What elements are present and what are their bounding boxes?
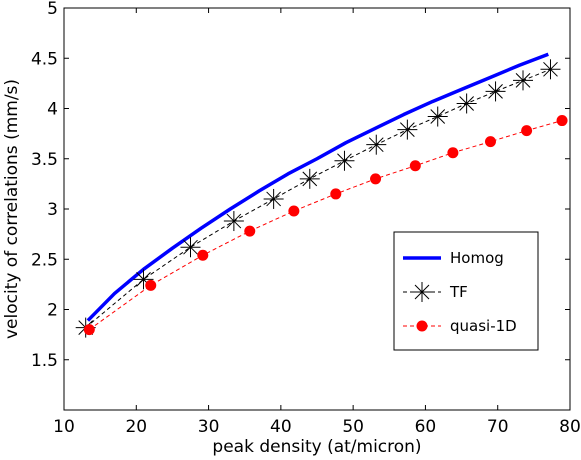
series-homog-line <box>86 52 549 322</box>
series-tf-point <box>223 211 244 232</box>
series-quasi1d-point <box>484 136 496 148</box>
x-tick-label: 80 <box>559 417 581 437</box>
series-tf-point <box>427 106 448 127</box>
series-layer <box>75 52 568 338</box>
series-tf-point <box>456 93 477 114</box>
x-tick-label: 30 <box>198 417 220 437</box>
series-tf-point <box>513 70 534 91</box>
legend-tf-label: TF <box>449 283 468 301</box>
legend: Homog TF quasi-1D <box>393 231 539 351</box>
x-tick-label: 40 <box>270 417 292 437</box>
legend-quasi1d-circle-icon <box>416 320 428 332</box>
legend-homog-label: Homog <box>450 249 504 267</box>
y-tick-label: 2 <box>47 301 58 321</box>
x-axis-label: peak density (at/micron) <box>212 437 421 457</box>
series-tf-point <box>366 134 387 155</box>
series-quasi1d-point <box>83 324 95 336</box>
y-tick-label: 3 <box>47 200 58 220</box>
series-quasi1d-point <box>556 115 568 127</box>
series-quasi1d-line <box>89 120 563 331</box>
x-tick-label: 70 <box>487 417 509 437</box>
y-tick-label: 2.5 <box>31 250 58 270</box>
series-tf-point <box>485 81 506 102</box>
series-quasi1d-point <box>244 225 256 237</box>
series-tf-point <box>180 237 201 258</box>
x-tick-label: 10 <box>53 417 75 437</box>
series-tf-point <box>263 188 284 209</box>
y-tick-label: 5 <box>47 0 58 19</box>
y-tick-label: 1.5 <box>31 351 58 371</box>
series-quasi1d-point <box>370 173 382 185</box>
series-tf-point <box>334 150 355 171</box>
legend-box <box>393 231 539 351</box>
y-axis-label: velocity of correlations (mm/s) <box>2 79 22 339</box>
series-tf-point <box>299 168 320 189</box>
axes: 10 20 30 40 50 60 70 80 1.5 2 2.5 3 3.5 4 4.5 5 <box>31 0 581 437</box>
series-tf-line <box>85 68 551 328</box>
series-quasi1d-point <box>330 188 342 200</box>
y-tick-label: 4 <box>47 100 58 120</box>
series-tf-point <box>540 59 561 80</box>
series-quasi1d-point <box>145 279 157 291</box>
y-tick-label: 3.5 <box>31 150 58 170</box>
x-tick-label: 60 <box>415 417 437 437</box>
series-quasi1d-point <box>288 205 300 217</box>
x-tick-label: 50 <box>342 417 364 437</box>
series-quasi1d-point <box>521 125 533 137</box>
legend-quasi1d-label: quasi-1D <box>450 317 517 335</box>
series-quasi1d-point <box>447 147 459 159</box>
legend-tf-star-icon <box>412 282 432 302</box>
series-quasi1d-point <box>409 160 421 172</box>
series-quasi1d-point <box>197 249 209 261</box>
y-tick-label: 4.5 <box>31 49 58 69</box>
x-tick-label: 20 <box>125 417 147 437</box>
series-tf-point <box>397 119 418 140</box>
